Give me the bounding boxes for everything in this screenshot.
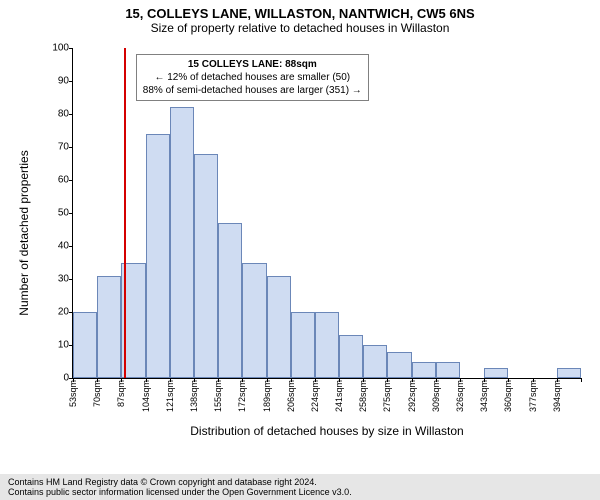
histogram-bar xyxy=(267,276,291,378)
histogram-bar xyxy=(291,312,315,378)
histogram-bar xyxy=(412,362,436,379)
y-tick: 10 xyxy=(45,340,69,351)
y-tick: 40 xyxy=(45,241,69,252)
x-tick: 360sqm xyxy=(503,380,513,412)
x-tick: 189sqm xyxy=(262,380,272,412)
x-tick: 377sqm xyxy=(528,380,538,412)
histogram-bar xyxy=(484,368,508,378)
histogram-bar xyxy=(242,263,266,379)
y-tick: 80 xyxy=(45,109,69,120)
x-tick: 172sqm xyxy=(237,380,247,412)
x-tick: 121sqm xyxy=(165,380,175,412)
histogram-bar xyxy=(339,335,363,378)
y-axis-label: Number of detached properties xyxy=(17,150,31,315)
chart-container: 15, COLLEYS LANE, WILLASTON, NANTWICH, C… xyxy=(0,0,600,500)
histogram-bar xyxy=(146,134,170,378)
histogram-bar xyxy=(170,107,194,378)
y-tick: 90 xyxy=(45,76,69,87)
y-tick: 0 xyxy=(45,373,69,384)
y-tick: 100 xyxy=(45,43,69,54)
histogram-bar xyxy=(194,154,218,378)
x-tick: 87sqm xyxy=(116,380,126,407)
x-tick: 155sqm xyxy=(213,380,223,412)
histogram-bar xyxy=(363,345,387,378)
callout-box: 15 COLLEYS LANE: 88sqm← 12% of detached … xyxy=(136,54,369,101)
callout-line: ← 12% of detached houses are smaller (50… xyxy=(143,71,362,84)
x-tick: 258sqm xyxy=(358,380,368,412)
x-tick: 70sqm xyxy=(92,380,102,407)
histogram-bar xyxy=(73,312,97,378)
x-tick: 104sqm xyxy=(141,380,151,412)
histogram-bar xyxy=(315,312,339,378)
x-tick: 206sqm xyxy=(286,380,296,412)
x-tick: 343sqm xyxy=(479,380,489,412)
histogram-bar xyxy=(97,276,121,378)
chart-plot-area: Distribution of detached houses by size … xyxy=(72,48,581,379)
chart-title: 15, COLLEYS LANE, WILLASTON, NANTWICH, C… xyxy=(0,0,600,21)
x-tick: 309sqm xyxy=(431,380,441,412)
chart-wrap: Number of detached properties Distributi… xyxy=(50,48,580,418)
y-tick: 70 xyxy=(45,142,69,153)
y-tick: 50 xyxy=(45,208,69,219)
x-axis-label: Distribution of detached houses by size … xyxy=(190,424,463,438)
x-tick: 275sqm xyxy=(382,380,392,412)
x-tick: 53sqm xyxy=(68,380,78,407)
reference-line xyxy=(124,48,126,378)
y-tick: 60 xyxy=(45,175,69,186)
x-tick: 138sqm xyxy=(189,380,199,412)
x-tick: 326sqm xyxy=(455,380,465,412)
callout-line: 15 COLLEYS LANE: 88sqm xyxy=(143,58,362,71)
y-tick: 20 xyxy=(45,307,69,318)
y-tick: 30 xyxy=(45,274,69,285)
callout-line: 88% of semi-detached houses are larger (… xyxy=(143,84,362,97)
footer-line-1: Contains HM Land Registry data © Crown c… xyxy=(8,477,592,487)
histogram-bar xyxy=(387,352,411,378)
x-tick: 292sqm xyxy=(407,380,417,412)
chart-subtitle: Size of property relative to detached ho… xyxy=(0,21,600,35)
x-tick: 394sqm xyxy=(552,380,562,412)
histogram-bar xyxy=(218,223,242,378)
histogram-bar xyxy=(557,368,581,378)
footer: Contains HM Land Registry data © Crown c… xyxy=(0,474,600,500)
x-tick: 224sqm xyxy=(310,380,320,412)
x-tick: 241sqm xyxy=(334,380,344,412)
footer-line-2: Contains public sector information licen… xyxy=(8,487,592,497)
histogram-bar xyxy=(436,362,460,379)
